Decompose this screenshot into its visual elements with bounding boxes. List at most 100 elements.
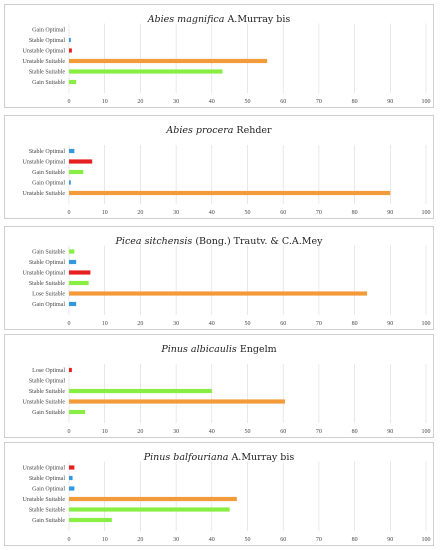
x-tick-label: 50 (245, 321, 251, 327)
bar (69, 48, 72, 53)
x-tick-label: 20 (137, 537, 143, 543)
category-label: Unstable Suitable (23, 497, 66, 503)
x-tick-label: 30 (173, 321, 179, 327)
x-tick-label: 80 (352, 537, 358, 543)
bar (69, 37, 71, 43)
x-tick-label: 20 (137, 210, 143, 216)
x-tick-label: 10 (102, 210, 108, 216)
chart-panel-3: Picea sitchensis (Bong.) Trautv. & C.A.M… (4, 226, 434, 330)
category-label: Gain Suitable (32, 518, 65, 524)
category-label: Stable Optimal (29, 260, 65, 266)
category-label: Gain Suitable (32, 250, 65, 256)
bar (69, 259, 77, 265)
category-label: Stable Suitable (29, 70, 65, 76)
x-tick-label: 40 (209, 99, 215, 105)
bar (69, 475, 73, 481)
category-label: Gain Suitable (32, 410, 65, 416)
bar (69, 388, 212, 394)
x-tick-label: 30 (173, 99, 179, 105)
bar (69, 367, 72, 373)
x-tick-label: 0 (68, 210, 71, 216)
x-tick-label: 40 (209, 210, 215, 216)
x-tick-label: 90 (387, 99, 393, 105)
category-label: Unstable Optimal (23, 160, 66, 166)
x-tick-label: 30 (173, 210, 179, 216)
bar (69, 517, 112, 523)
x-tick-label: 90 (387, 429, 393, 435)
x-tick-label: 10 (102, 99, 108, 105)
species-name: Abies magnifica (147, 14, 225, 25)
species-name: Pinus balfouriana (143, 452, 229, 463)
category-label: Gain Optimal (32, 28, 65, 34)
x-tick-label: 0 (68, 429, 71, 435)
bar (69, 69, 223, 74)
category-label: Gain Suitable (32, 170, 65, 176)
chart-plot: 0 10 20 30 40 50 60 70 80 90 100 Unstable Optimal St… (23, 461, 431, 543)
x-tick-label: 100 (422, 321, 431, 327)
x-tick-label: 60 (280, 537, 286, 543)
species-author: Rehder (233, 125, 272, 136)
category-label: Gain Optimal (32, 487, 65, 493)
x-tick-label: 40 (209, 537, 215, 543)
x-tick-label: 80 (352, 321, 358, 327)
x-tick-label: 30 (173, 429, 179, 435)
bar (69, 180, 71, 185)
x-tick-label: 70 (316, 537, 322, 543)
x-tick-label: 90 (387, 321, 393, 327)
chart-title: Abies magnifica A.Murray bis (5, 14, 433, 25)
category-label: Unstable Suitable (23, 59, 66, 65)
bar (69, 169, 84, 175)
bar (69, 249, 75, 254)
x-tick-label: 70 (316, 99, 322, 105)
chart-panel-1: Abies magnifica A.Murray bis 0 10 20 30 40 50… (4, 4, 434, 108)
x-tick-label: 0 (68, 537, 71, 543)
category-label: Stable Suitable (29, 508, 65, 514)
species-author: A.Murray bis (224, 14, 291, 25)
chart-title: Picea sitchensis (Bong.) Trautv. & C.A.M… (5, 236, 433, 247)
category-label: Unstable Optimal (23, 271, 66, 277)
x-tick-label: 70 (316, 210, 322, 216)
chart-title: Pinus balfouriana A.Murray bis (5, 452, 433, 463)
x-tick-label: 60 (280, 429, 286, 435)
x-tick-label: 70 (316, 321, 322, 327)
chart-plot: 0 10 20 30 40 50 60 70 80 90 100 Gain Suitable Stabl… (23, 245, 431, 327)
category-label: Lose Suitable (32, 292, 65, 298)
species-author: (Bong.) Trautv. & C.A.Mey (192, 236, 323, 247)
chart-plot: 0 10 20 30 40 50 60 70 80 90 100 Lose Optimal Stable… (23, 364, 431, 435)
x-tick-label: 90 (387, 210, 393, 216)
x-tick-label: 80 (352, 210, 358, 216)
chart-title: Pinus albicaulis Engelm (5, 344, 433, 355)
chart-title: Abies procera Rehder (5, 125, 433, 136)
x-tick-label: 40 (209, 429, 215, 435)
bar (69, 159, 93, 164)
bar (69, 58, 268, 64)
bar (69, 280, 89, 286)
category-label: Stable Suitable (29, 389, 65, 395)
bar (69, 409, 86, 415)
x-tick-label: 50 (245, 537, 251, 543)
x-tick-label: 80 (352, 99, 358, 105)
x-tick-label: 10 (102, 429, 108, 435)
species-name: Abies procera (166, 125, 234, 136)
category-label: Stable Optimal (29, 38, 65, 44)
species-name: Picea sitchensis (115, 236, 193, 247)
x-tick-label: 50 (245, 99, 251, 105)
category-label: Gain Suitable (32, 80, 65, 86)
x-tick-label: 0 (68, 99, 71, 105)
bar (69, 496, 237, 502)
chart-panel-5: Pinus balfouriana A.Murray bis 0 10 20 30 40… (4, 442, 434, 546)
x-tick-label: 20 (137, 429, 143, 435)
category-label: Stable Optimal (29, 476, 65, 482)
bar (69, 148, 75, 154)
category-label: Unstable Suitable (23, 400, 66, 406)
x-tick-label: 60 (280, 210, 286, 216)
x-tick-label: 10 (102, 537, 108, 543)
bar (69, 270, 91, 275)
x-tick-label: 40 (209, 321, 215, 327)
x-tick-label: 60 (280, 99, 286, 105)
bar (69, 465, 75, 470)
x-tick-label: 100 (422, 537, 431, 543)
species-name: Pinus albicaulis (161, 344, 237, 355)
bar (69, 291, 368, 296)
x-tick-label: 30 (173, 537, 179, 543)
